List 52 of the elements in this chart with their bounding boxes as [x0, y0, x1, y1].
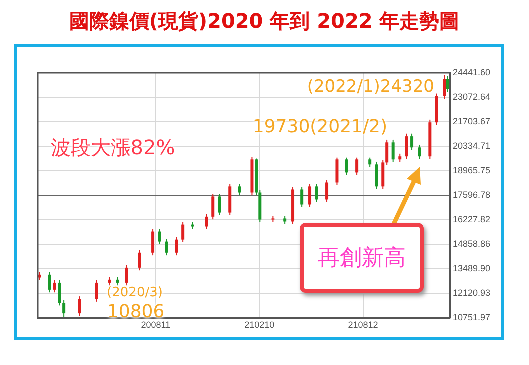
candlestick — [410, 133, 414, 151]
candlestick — [392, 139, 395, 163]
candlestick — [418, 144, 422, 160]
x-tick-label: 210210 — [244, 320, 275, 330]
y-tick-label: 20334.71 — [453, 140, 491, 151]
candlestick — [308, 183, 312, 208]
candlestick — [375, 161, 378, 190]
candlestick — [238, 183, 242, 196]
candlestick — [336, 157, 339, 186]
y-tick-label: 18965.75 — [453, 165, 491, 176]
candlestick — [218, 194, 222, 216]
candlestick — [443, 74, 446, 100]
y-tick-label: 10751.97 — [453, 312, 491, 322]
candlestick — [345, 157, 348, 176]
y-tick-label: 14858.86 — [453, 238, 491, 249]
candlestick — [78, 296, 82, 317]
candlestick — [152, 228, 155, 256]
candlestick — [205, 214, 208, 230]
candlestick — [138, 250, 142, 272]
candlestick — [95, 280, 98, 302]
candlestick — [212, 194, 215, 220]
candlestick — [446, 76, 450, 93]
candlestick — [62, 300, 66, 318]
candlestick — [175, 236, 178, 256]
candlestick — [386, 139, 389, 166]
candlestick — [300, 186, 304, 208]
y-tick-label: 21703.67 — [453, 116, 491, 126]
annotation: 19730(2021/2) — [252, 116, 388, 138]
candlestick — [165, 238, 168, 256]
y-tick-label: 13489.90 — [453, 263, 491, 274]
candlestick — [48, 272, 52, 294]
candlestick — [182, 222, 185, 244]
candlestick — [368, 157, 372, 168]
y-tick-label: 12120.93 — [453, 288, 491, 298]
candlestick — [326, 180, 329, 203]
y-tick-label: 17596.78 — [453, 190, 491, 200]
annotation: 波段大漲82% — [50, 134, 176, 162]
y-tick-label: 23072.64 — [453, 92, 491, 102]
candlestick — [405, 133, 408, 160]
candlestick — [158, 228, 162, 245]
annotation: (2020/3) — [107, 286, 163, 300]
y-tick-label: 24441.60 — [453, 67, 491, 78]
x-tick-label: 210812 — [348, 320, 378, 330]
candlestick — [382, 160, 385, 190]
candlestick — [54, 280, 56, 294]
y-tick-label: 16227.82 — [453, 214, 491, 224]
annotation: (2022/1)24320 — [307, 77, 434, 98]
chart-title: 國際鎳價(現貨)2020 年到 2022 年走勢圖 — [68, 8, 461, 35]
candlestick — [356, 157, 359, 176]
annotation: 再創新高 — [300, 223, 424, 293]
candlestick — [58, 280, 62, 306]
candlestick — [315, 183, 318, 203]
